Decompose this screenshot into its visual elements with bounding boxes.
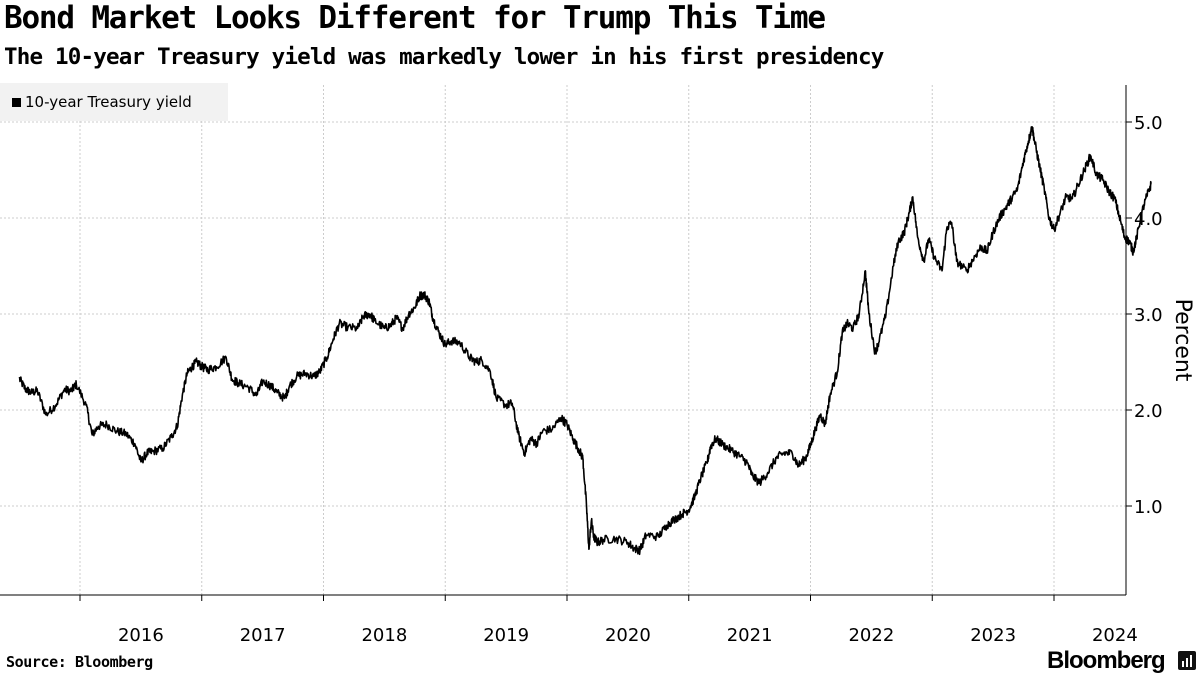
x-tick-label: 2024	[1092, 625, 1138, 646]
chart-subtitle: The 10-year Treasury yield was markedly …	[4, 44, 884, 70]
x-tick-label: 2023	[970, 625, 1016, 646]
y-tick-label: 4.0	[1134, 209, 1163, 230]
legend-label: 10-year Treasury yield	[25, 93, 192, 111]
bloomberg-logo-text: Bloomberg	[1047, 647, 1166, 674]
x-tick-label: 2018	[361, 625, 407, 646]
bloomberg-logo-icon	[1178, 651, 1196, 670]
x-tick-label: 2019	[483, 625, 529, 646]
chart-title: Bond Market Looks Different for Trump Th…	[4, 0, 826, 36]
x-tick-label: 2017	[240, 625, 286, 646]
x-tick-label: 2021	[727, 625, 773, 646]
x-tick-label: 2022	[848, 625, 894, 646]
axes	[0, 85, 1132, 601]
y-axis-label: Percent	[1170, 299, 1195, 382]
y-tick-label: 2.0	[1134, 401, 1163, 422]
source-note: Source: Bloomberg	[6, 653, 153, 671]
y-tick-label: 3.0	[1134, 305, 1163, 326]
x-tick-label: 2020	[605, 625, 651, 646]
series-line-10yr-yield	[18, 126, 1152, 556]
legend-swatch	[12, 97, 21, 107]
grid-lines	[0, 85, 1126, 595]
y-tick-label: 1.0	[1134, 497, 1163, 518]
x-tick-labels: 2016 2017 2018 2019 2020 2021 2022 2023 2024	[118, 625, 1138, 646]
y-tick-labels: 1.0 2.0 3.0 4.0 5.0	[1134, 113, 1163, 518]
y-tick-label: 5.0	[1134, 113, 1163, 134]
x-tick-label: 2016	[118, 625, 164, 646]
legend: 10-year Treasury yield	[0, 83, 228, 121]
